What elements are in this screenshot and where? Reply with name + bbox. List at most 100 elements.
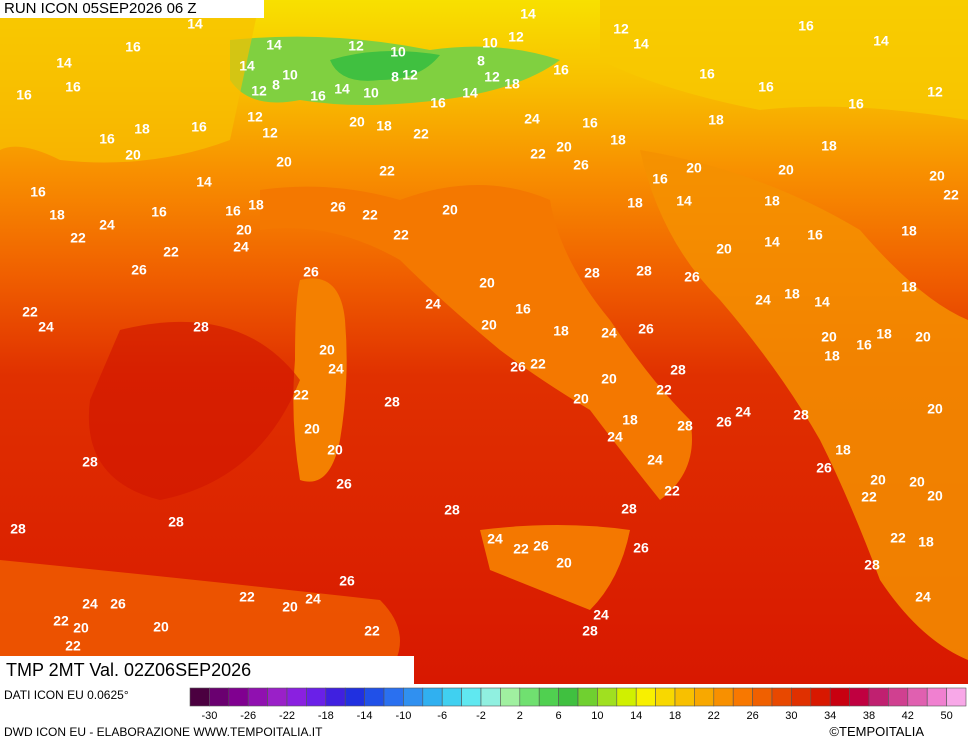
temperature-label: 16 — [430, 95, 446, 111]
temperature-label: 22 — [530, 146, 546, 162]
color-swatch — [247, 687, 268, 707]
temperature-label: 28 — [621, 501, 637, 517]
temperature-label: 22 — [530, 356, 546, 372]
colorbar-label: 30 — [785, 710, 797, 722]
color-swatch — [868, 687, 889, 707]
temperature-label: 12 — [484, 69, 500, 85]
colorbar-label: -30 — [201, 710, 217, 722]
temperature-label: 22 — [656, 382, 672, 398]
color-swatch — [907, 687, 928, 707]
temperature-label: 20 — [601, 371, 617, 387]
color-swatch — [383, 687, 404, 707]
temperature-label: 22 — [53, 613, 69, 629]
temperature-label: 24 — [82, 596, 98, 612]
temperature-label: 26 — [633, 540, 649, 556]
balkans — [640, 150, 968, 660]
temperature-label: 28 — [384, 394, 400, 410]
color-swatch — [403, 687, 424, 707]
temperature-label: 10 — [363, 85, 379, 101]
north-east — [600, 0, 968, 120]
temperature-label: 28 — [793, 407, 809, 423]
temperature-label: 14 — [334, 81, 350, 97]
colorbar-label: -2 — [476, 710, 486, 722]
temperature-label: 18 — [824, 348, 840, 364]
temperature-label: 8 — [272, 77, 280, 93]
temperature-label: 26 — [573, 157, 589, 173]
temperature-label: 20 — [481, 317, 497, 333]
temperature-label: 16 — [30, 184, 46, 200]
temperature-label: 16 — [151, 204, 167, 220]
temperature-label: 16 — [807, 227, 823, 243]
temperature-label: 12 — [613, 21, 629, 37]
temperature-label: 16 — [16, 87, 32, 103]
color-swatch — [364, 687, 385, 707]
temperature-label: 18 — [622, 412, 638, 428]
temperature-label: 16 — [798, 18, 814, 34]
colorbar-label: 10 — [591, 710, 603, 722]
warm-sea — [88, 321, 300, 500]
color-swatch — [500, 687, 521, 707]
sardinia-corsica — [293, 278, 347, 482]
temperature-label: 22 — [413, 126, 429, 142]
temperature-label: 24 — [233, 239, 249, 255]
color-swatch — [209, 687, 230, 707]
temperature-label: 8 — [477, 53, 485, 69]
temperature-label: 14 — [676, 193, 692, 209]
run-label: RUN ICON 05SEP2026 06 Z — [4, 0, 197, 17]
temperature-label: 26 — [638, 321, 654, 337]
temperature-label: 16 — [582, 115, 598, 131]
temperature-label: 28 — [636, 263, 652, 279]
temperature-label: 24 — [601, 325, 617, 341]
temperature-label: 18 — [553, 323, 569, 339]
temperature-label: 22 — [293, 387, 309, 403]
color-swatch — [810, 687, 831, 707]
temperature-label: 24 — [328, 361, 344, 377]
temperature-label: 24 — [487, 531, 503, 547]
temperature-label: 20 — [153, 619, 169, 635]
colorbar-label: -10 — [395, 710, 411, 722]
temperature-label: 22 — [22, 304, 38, 320]
color-swatch — [597, 687, 618, 707]
temperature-label: 28 — [864, 557, 880, 573]
temperature-label: 16 — [99, 131, 115, 147]
temperature-label: 14 — [56, 55, 72, 71]
color-swatch — [946, 687, 967, 707]
temperature-label: 22 — [65, 638, 81, 654]
temperature-label: 12 — [251, 83, 267, 99]
temperature-label: 28 — [10, 521, 26, 537]
temperature-label: 14 — [239, 58, 255, 74]
color-swatch — [325, 687, 346, 707]
temperature-label: 28 — [584, 265, 600, 281]
temperature-label: 20 — [870, 472, 886, 488]
temperature-label: 26 — [303, 264, 319, 280]
temperature-label: 18 — [901, 223, 917, 239]
colorbar-label: 18 — [669, 710, 681, 722]
temperature-label: 16 — [699, 66, 715, 82]
temperature-label: 16 — [310, 88, 326, 104]
temperature-label: 20 — [125, 147, 141, 163]
color-swatch — [422, 687, 443, 707]
temperature-label: 26 — [684, 269, 700, 285]
temperature-label: 22 — [943, 187, 959, 203]
temperature-label: 20 — [73, 620, 89, 636]
color-swatch — [267, 687, 288, 707]
temperature-label: 18 — [627, 195, 643, 211]
temperature-label: 18 — [876, 326, 892, 342]
temperature-label: 14 — [633, 36, 649, 52]
color-swatch — [752, 687, 773, 707]
temperature-label: 16 — [758, 79, 774, 95]
color-swatch — [616, 687, 637, 707]
temperature-label: 22 — [513, 541, 529, 557]
temperature-label: 24 — [607, 429, 623, 445]
temperature-label: 16 — [652, 171, 668, 187]
color-swatch — [655, 687, 676, 707]
temperature-label: 24 — [735, 404, 751, 420]
temperature-label: 20 — [556, 555, 572, 571]
temperature-label: 18 — [504, 76, 520, 92]
temperature-label: 24 — [647, 452, 663, 468]
temperature-label: 16 — [515, 301, 531, 317]
temperature-label: 20 — [573, 391, 589, 407]
temperature-label: 16 — [125, 39, 141, 55]
temperature-label: 18 — [835, 442, 851, 458]
